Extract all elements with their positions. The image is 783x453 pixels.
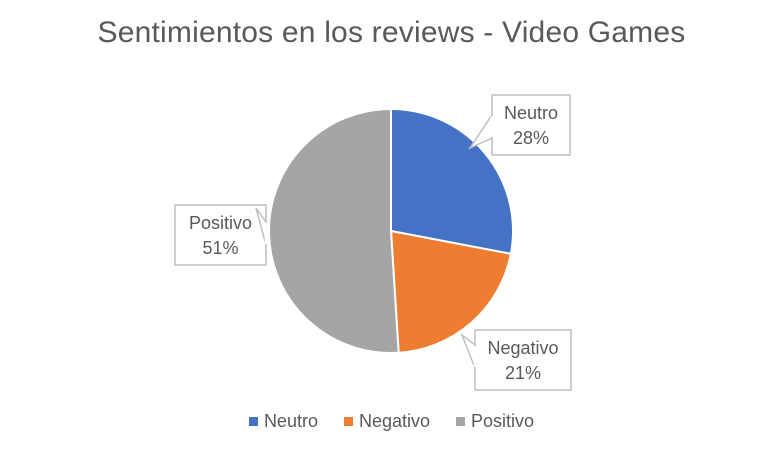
legend-item-neutro: Neutro xyxy=(248,411,318,432)
legend-swatch xyxy=(456,417,466,426)
legend-item-positivo: Positivo xyxy=(456,411,534,432)
legend-label: Neutro xyxy=(263,411,318,431)
pie-slice-positivo xyxy=(267,107,400,354)
pie-slice-neutro xyxy=(390,107,514,256)
legend-label: Negativo xyxy=(358,411,431,431)
data-label-neutro: Neutro 28% xyxy=(467,94,571,156)
legend-swatch xyxy=(248,417,258,426)
data-label-negativo: Negativo 21% xyxy=(460,329,572,391)
data-label-percent: 51% xyxy=(202,238,238,258)
legend-swatch xyxy=(343,417,353,426)
pie-slice-negativo xyxy=(389,229,513,354)
data-label-category: Negativo xyxy=(487,338,558,358)
legend-label: Positivo xyxy=(471,411,535,431)
legend-item-negativo: Negativo xyxy=(343,411,431,432)
chart-title: Sentimientos en los reviews - Video Game… xyxy=(97,16,686,49)
data-label-category: Positivo xyxy=(189,213,252,233)
data-label-positivo: Positivo 51% xyxy=(174,204,268,266)
data-label-percent: 21% xyxy=(505,363,541,383)
data-label-category: Neutro xyxy=(504,103,558,123)
data-label-percent: 28% xyxy=(513,128,549,148)
chart-legend: Neutro Negativo Positivo xyxy=(0,411,783,432)
